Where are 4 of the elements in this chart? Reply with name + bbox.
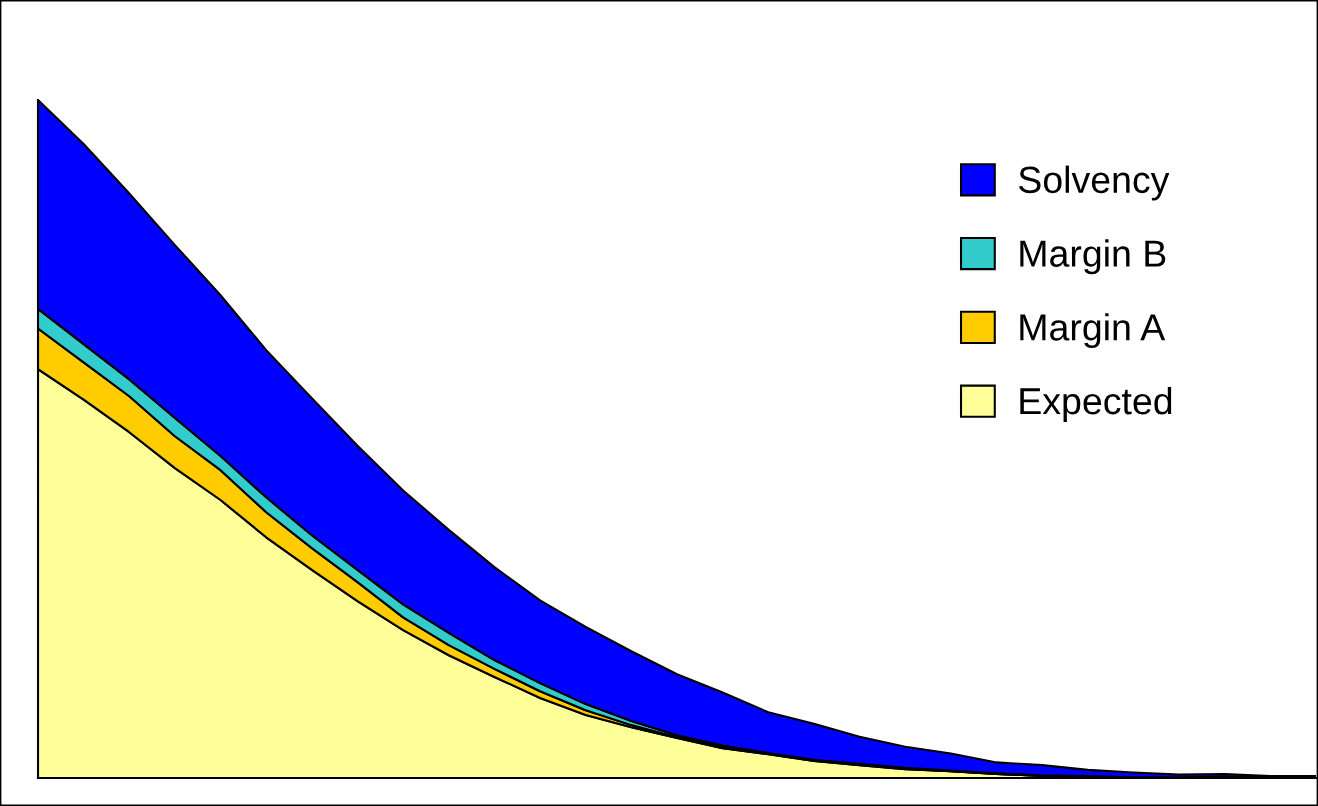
- legend-label: Expected: [1020, 386, 1172, 422]
- legend-label: Solvency: [1018, 165, 1170, 201]
- legend-label: Margin A: [1020, 313, 1166, 349]
- legend-label: Margin B: [1020, 239, 1166, 275]
